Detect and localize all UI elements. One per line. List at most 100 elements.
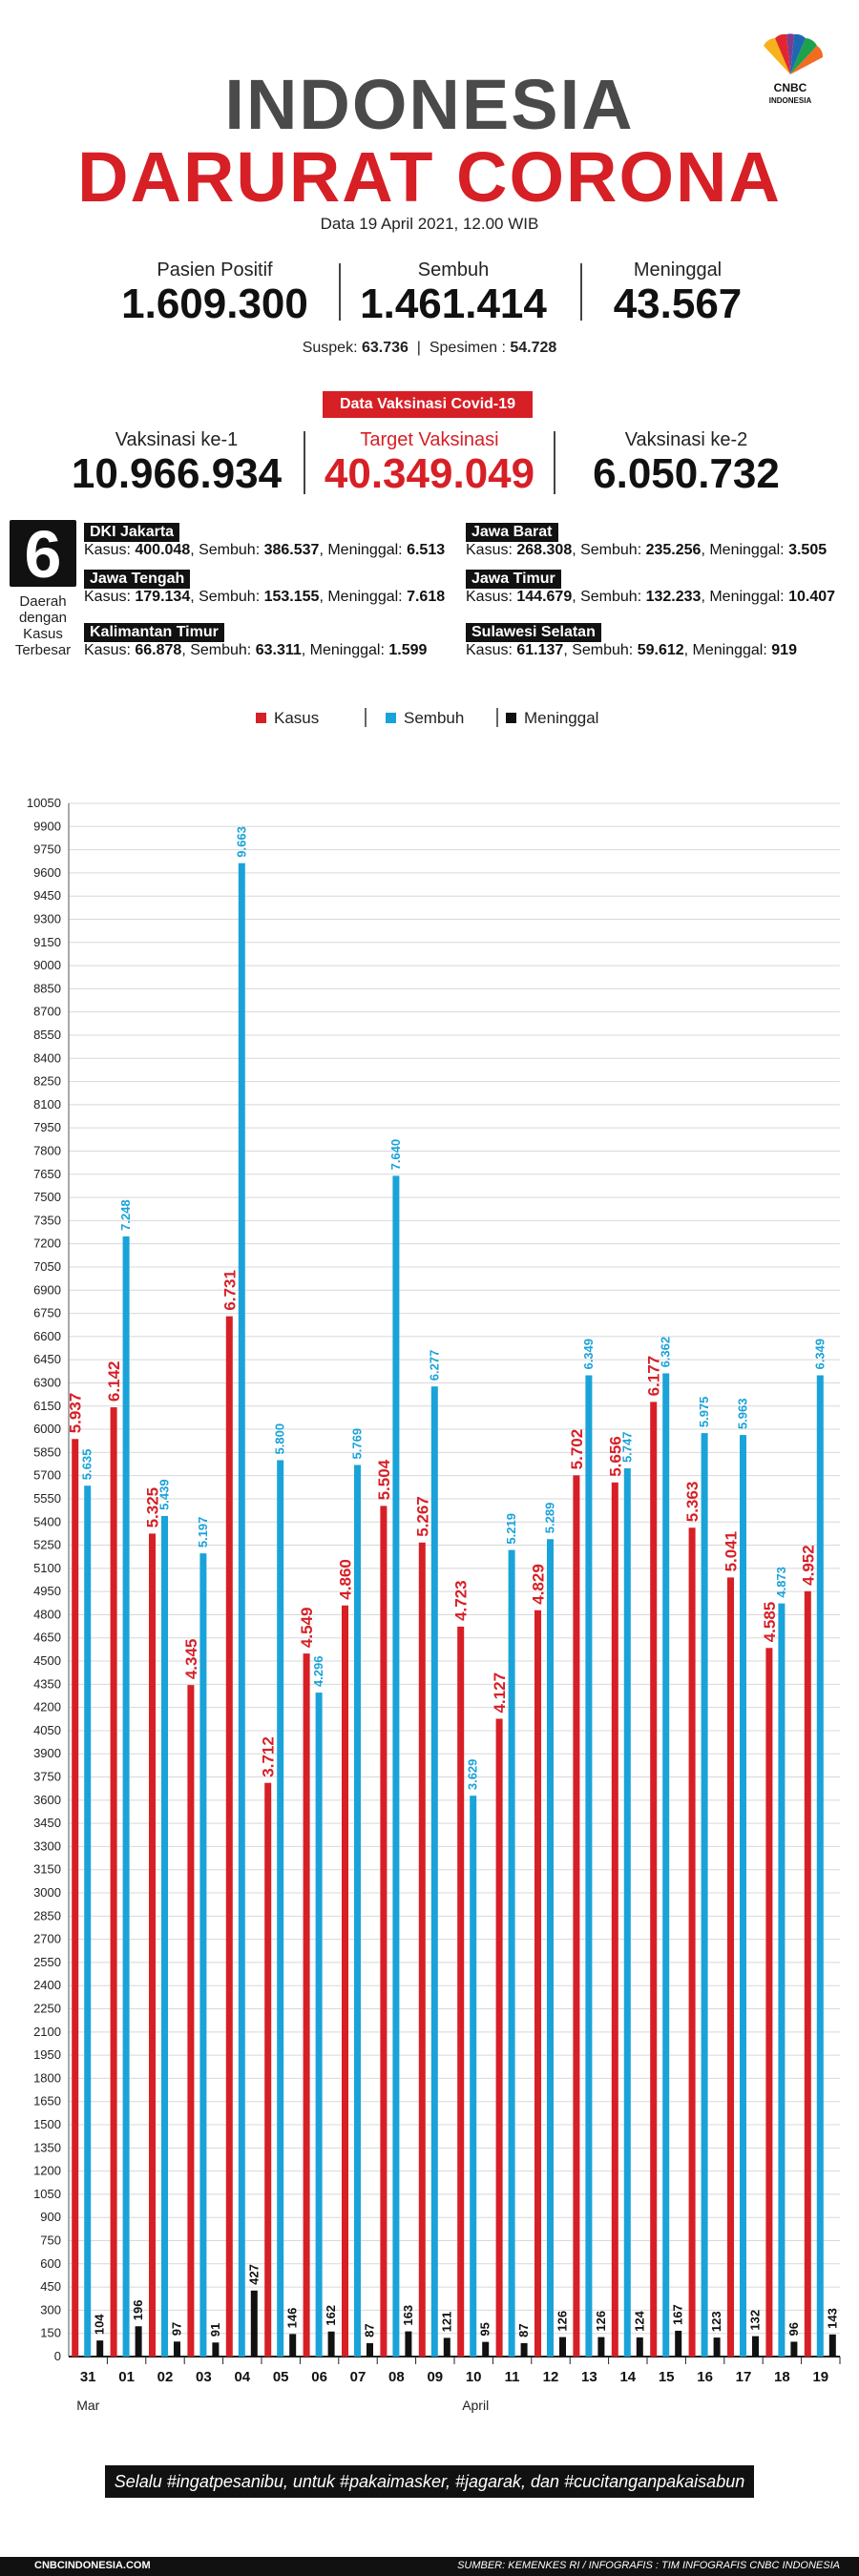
bar-chart: 0 150 300 450 600 750 900 1050 1200 1350 1500 1650 1… <box>27 796 841 2413</box>
data-label-meninggal: 97 <box>170 2322 184 2336</box>
y-tick-label: 9750 <box>33 842 61 857</box>
province-stats: Kasus: 400.048, Sembuh: 386.537, Meningg… <box>84 542 446 558</box>
data-label-kasus: 4.860 <box>337 1559 355 1600</box>
y-tick-label: 1500 <box>33 2117 61 2131</box>
y-tick-label: 4350 <box>33 1676 61 1691</box>
data-label-kasus: 5.267 <box>413 1496 431 1537</box>
y-tick-label: 9000 <box>33 958 61 972</box>
y-tick-label: 3300 <box>33 1839 61 1853</box>
bar-sembuh <box>470 1796 477 2357</box>
suspek-spesimen: Suspek: 63.736 | Spesimen : 54.728 <box>302 340 557 356</box>
bar-meninggal <box>212 2342 220 2357</box>
province-stats: Kasus: 144.679, Sembuh: 132.233, Meningg… <box>466 589 836 605</box>
vaksin-ke2-label: Vaksinasi ke-2 <box>624 429 748 450</box>
cnbc-peacock-logo <box>764 33 824 74</box>
data-label-sembuh: 7.248 <box>118 1199 133 1231</box>
bar-meninggal <box>174 2341 180 2357</box>
positif-value: 1.609.300 <box>121 280 308 327</box>
data-label-meninggal: 143 <box>825 2308 839 2329</box>
bar-kasus <box>573 1475 580 2357</box>
x-tick-label: 19 <box>812 2369 828 2385</box>
bar-sembuh <box>354 1465 361 2357</box>
y-tick-label: 5100 <box>33 1561 61 1575</box>
y-tick-label: 2250 <box>33 2002 61 2016</box>
data-label-sembuh: 5.197 <box>196 1517 210 1548</box>
y-tick-label: 9900 <box>33 819 61 833</box>
bar-kasus <box>611 1482 618 2357</box>
x-tick-label: 31 <box>80 2369 96 2385</box>
y-tick-label: 6600 <box>33 1329 61 1343</box>
data-label-kasus: 4.549 <box>298 1608 316 1649</box>
bar-sembuh <box>662 1373 670 2357</box>
bar-kasus <box>688 1527 696 2357</box>
data-label-meninggal: 126 <box>555 2311 570 2332</box>
province-stats: Kasus: 61.137, Sembuh: 59.612, Meninggal… <box>466 642 797 658</box>
bar-kasus <box>804 1590 811 2357</box>
bar-meninggal <box>752 2336 759 2357</box>
y-tick-label: 5550 <box>33 1491 61 1506</box>
sembuh-value: 1.461.414 <box>360 280 547 327</box>
data-label-meninggal: 163 <box>401 2305 415 2326</box>
data-label-sembuh: 5.635 <box>80 1449 94 1481</box>
province-jawa-tengah: Jawa Tengah Kasus: 179.134, Sembuh: 153.1… <box>84 570 445 606</box>
y-tick-label: 1800 <box>33 2070 61 2085</box>
bar-kasus <box>727 1577 734 2357</box>
data-label-meninggal: 167 <box>671 2304 685 2325</box>
legend-swatch <box>386 713 396 723</box>
data-label-sembuh: 6.362 <box>659 1337 673 1368</box>
y-tick-label: 2700 <box>33 1932 61 1946</box>
bar-kasus <box>149 1533 156 2357</box>
y-tick-label: 8100 <box>33 1097 61 1111</box>
y-tick-label: 1350 <box>33 2140 61 2154</box>
bar-kasus <box>264 1782 272 2357</box>
bar-kasus <box>225 1316 233 2357</box>
bar-meninggal <box>559 2337 566 2357</box>
data-label-kasus: 4.952 <box>799 1545 817 1586</box>
data-label-kasus: 6.731 <box>220 1270 239 1311</box>
bar-meninggal <box>597 2337 605 2357</box>
bar-sembuh <box>122 1236 130 2357</box>
data-label-kasus: 5.041 <box>723 1531 741 1572</box>
bar-sembuh <box>430 1386 438 2357</box>
province-jawa-barat: Jawa Barat Kasus: 268.308, Sembuh: 235.25… <box>466 523 827 559</box>
divider <box>304 431 305 494</box>
province-jawa-timur: Jawa Timur Kasus: 144.679, Sembuh: 132.23… <box>466 570 835 606</box>
y-tick-label: 9300 <box>33 911 61 925</box>
bar-meninggal <box>250 2290 258 2357</box>
y-tick-label: 4200 <box>33 1700 61 1714</box>
y-tick-label: 6300 <box>33 1375 61 1389</box>
bar-kasus <box>303 1653 310 2357</box>
y-tick-label: 5700 <box>33 1468 61 1483</box>
y-tick-label: 9600 <box>33 865 61 880</box>
bar-sembuh <box>238 862 245 2357</box>
vaksin-ke1-value: 10.966.934 <box>71 450 283 497</box>
y-tick-label: 6150 <box>33 1399 61 1413</box>
y-tick-label: 600 <box>40 2256 61 2271</box>
data-label-meninggal: 146 <box>285 2308 300 2329</box>
bar-meninggal <box>405 2331 412 2357</box>
bar-kasus <box>495 1718 503 2357</box>
y-tick-label: 6750 <box>33 1306 61 1320</box>
x-tick-label: 01 <box>118 2369 135 2385</box>
sembuh-label: Sembuh <box>417 260 490 280</box>
y-tick-label: 1200 <box>33 2164 61 2178</box>
province-name: Jawa Timur <box>466 570 561 589</box>
data-label-sembuh: 4.873 <box>774 1567 788 1598</box>
y-tick-label: 5250 <box>33 1538 61 1552</box>
bar-sembuh <box>816 1375 824 2357</box>
bar-sembuh <box>392 1175 400 2357</box>
y-tick-label: 4500 <box>33 1653 61 1668</box>
y-tick-label: 7200 <box>33 1236 61 1251</box>
bar-meninggal <box>636 2337 643 2357</box>
y-tick-label: 3000 <box>33 1885 61 1900</box>
title-line2: DARURAT CORONA <box>77 137 782 217</box>
legend-swatch <box>256 713 266 723</box>
data-label-kasus: 5.363 <box>683 1482 702 1523</box>
data-label-meninggal: 91 <box>208 2323 222 2337</box>
y-tick-label: 2550 <box>33 1955 61 1969</box>
province-name: Kalimantan Timur <box>84 623 224 642</box>
data-label-meninggal: 104 <box>93 2314 107 2335</box>
data-date: Data 19 April 2021, 12.00 WIB <box>320 215 539 233</box>
y-tick-label: 900 <box>40 2210 61 2224</box>
y-tick-label: 10050 <box>27 796 61 810</box>
